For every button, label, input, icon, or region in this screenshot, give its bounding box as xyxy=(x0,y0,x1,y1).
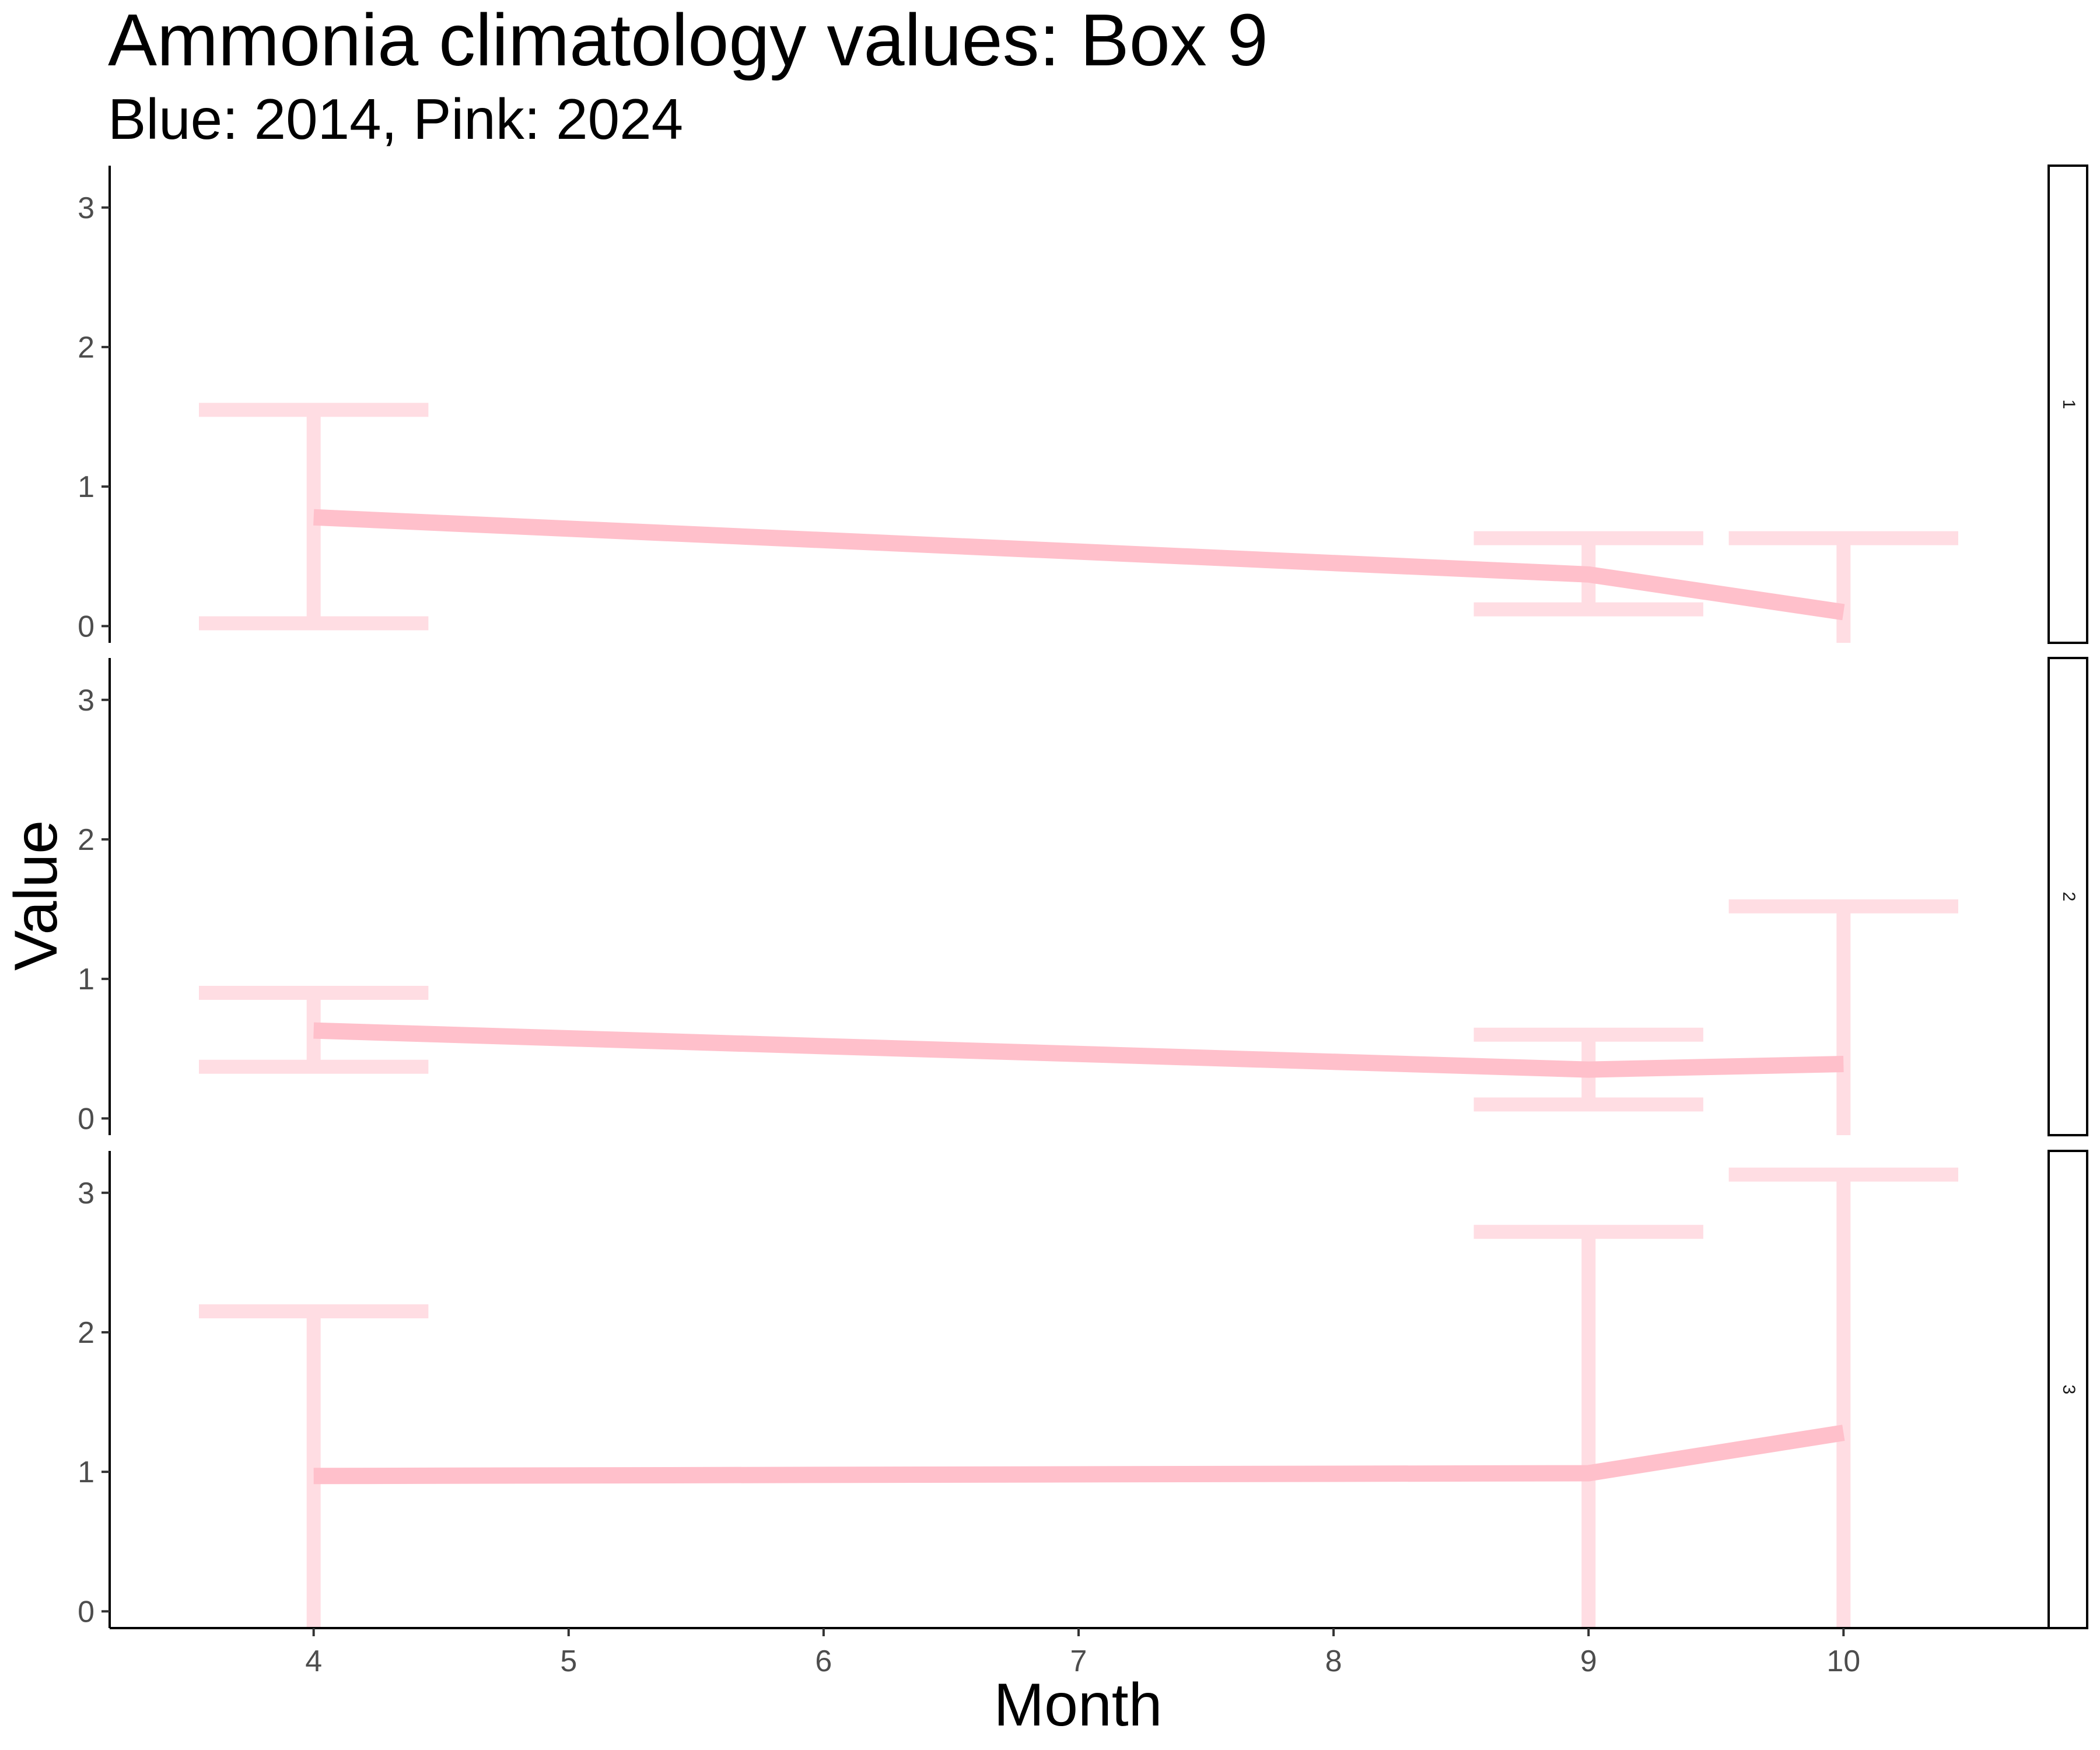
chart-subtitle: Blue: 2014, Pink: 2024 xyxy=(108,87,683,151)
y-tick-label: 2 xyxy=(78,1316,94,1350)
y-tick-label: 1 xyxy=(78,963,94,996)
y-tick-label: 2 xyxy=(78,331,94,365)
panel-content xyxy=(198,402,1959,643)
facet-panels: 0 1 2 3 1 0 1 2 3 2 0 1 2 3 3 xyxy=(78,164,2088,1629)
x-tick-label: 6 xyxy=(815,1644,832,1678)
x-tick-label: 10 xyxy=(1826,1644,1860,1678)
y-tick-label: 3 xyxy=(78,1177,94,1210)
y-axis-title: Value xyxy=(2,820,70,971)
series-line xyxy=(313,1022,1844,1078)
x-tick-label: 7 xyxy=(1070,1644,1087,1678)
x-tick-label: 8 xyxy=(1325,1644,1342,1678)
x-tick-label: 5 xyxy=(560,1644,577,1678)
y-tick-label: 0 xyxy=(78,1102,94,1136)
x-axis: 4 5 6 7 8 9 10 xyxy=(110,1627,2048,1678)
x-tick-label: 9 xyxy=(1580,1644,1597,1678)
facet-strip-label: 2 xyxy=(2059,892,2078,902)
y-tick-label: 1 xyxy=(78,1455,94,1489)
series-line xyxy=(313,509,1845,621)
x-tick-label: 4 xyxy=(305,1644,322,1678)
y-tick-label: 2 xyxy=(78,823,94,857)
facet-strip xyxy=(2048,164,2088,644)
facet-panel-3: 0 1 2 3 3 xyxy=(78,1150,2088,1629)
chart-title: Ammonia climatology values: Box 9 xyxy=(108,0,1268,81)
y-tick-label: 0 xyxy=(78,610,94,643)
y-tick-label: 3 xyxy=(78,191,94,225)
facet-panel-1: 0 1 2 3 1 xyxy=(78,164,2088,644)
y-tick-label: 0 xyxy=(78,1595,94,1629)
y-tick-label: 1 xyxy=(78,470,94,504)
facet-strip-label: 3 xyxy=(2059,1385,2078,1395)
facet-strip xyxy=(2048,1150,2088,1629)
panel-content xyxy=(198,899,1959,1135)
series-line xyxy=(313,1424,1845,1485)
facet-strip-label: 1 xyxy=(2059,400,2078,410)
facet-strip xyxy=(2048,657,2088,1136)
panel-content xyxy=(198,1167,1959,1628)
facet-panel-2: 0 1 2 3 2 xyxy=(78,657,2088,1136)
y-tick-label: 3 xyxy=(78,684,94,718)
x-axis-title: Month xyxy=(993,1671,1162,1739)
